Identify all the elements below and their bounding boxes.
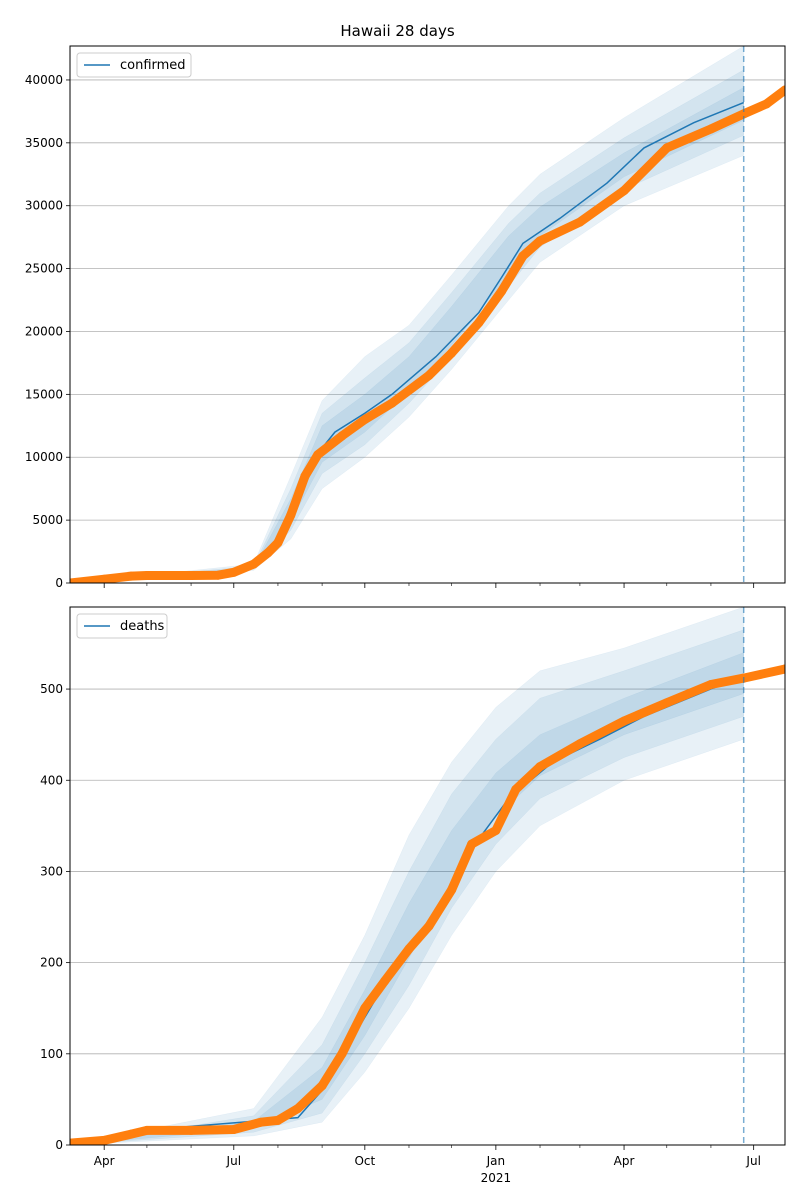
observed-point <box>273 1115 283 1125</box>
observed-point <box>126 1129 136 1139</box>
observed-point <box>360 415 370 424</box>
observed-point <box>447 348 457 358</box>
x-tick-label: Jan <box>486 1154 506 1168</box>
observed-point <box>213 570 223 580</box>
observed-point <box>70 578 75 583</box>
observed-point <box>780 85 785 95</box>
y-tick-label: 20000 <box>25 324 63 338</box>
observed-point <box>300 471 310 481</box>
observed-point <box>337 1049 347 1059</box>
observed-point <box>762 99 771 109</box>
observed-point <box>575 739 585 749</box>
observed-point <box>518 251 528 261</box>
observed-point <box>142 1125 152 1135</box>
observed-point <box>286 510 296 520</box>
plot-area <box>70 46 785 583</box>
plot-area <box>70 607 785 1145</box>
observed-point <box>619 186 629 196</box>
legend: confirmed <box>76 52 192 78</box>
x-year-label: 2021 <box>481 1171 512 1185</box>
observed-point <box>186 1125 196 1135</box>
observed-point <box>99 574 109 583</box>
chart-title: Hawaii 28 days <box>340 22 454 40</box>
observed-point <box>313 450 323 460</box>
y-tick-label: 5000 <box>32 513 63 527</box>
x-tick-label: Oct <box>354 1154 375 1168</box>
observed-point <box>126 571 136 581</box>
y-tick-label: 10000 <box>25 450 63 464</box>
observed-point <box>706 680 716 689</box>
y-tick-label: 0 <box>55 576 63 590</box>
observed-point <box>424 921 434 931</box>
observed-point <box>387 398 397 408</box>
uncertainty-band <box>70 46 744 583</box>
observed-point <box>619 716 629 726</box>
observed-point <box>662 698 672 708</box>
x-tick-label: Apr <box>94 1154 115 1168</box>
y-tick-label: 40000 <box>25 73 63 87</box>
x-tick-label: Jul <box>745 1154 760 1168</box>
uncertainty-band <box>70 629 744 1145</box>
observed-point <box>497 286 507 296</box>
y-tick-label: 30000 <box>25 199 63 213</box>
observed-series <box>70 664 785 1145</box>
y-tick-label: 400 <box>40 773 63 787</box>
observed-point <box>662 143 672 153</box>
y-tick-label: 500 <box>40 682 63 696</box>
legend-label: confirmed <box>120 58 186 73</box>
axes-frame <box>69 606 786 1146</box>
observed-point <box>70 1138 75 1145</box>
y-tick-label: 0 <box>55 1138 63 1152</box>
observed-point <box>256 1117 266 1127</box>
observed-point <box>575 217 585 227</box>
observed-point <box>447 885 457 895</box>
observed-point <box>263 548 273 558</box>
observed-point <box>99 1135 109 1145</box>
axes-frame <box>69 45 786 584</box>
uncertainty-band <box>70 87 744 583</box>
observed-point <box>535 762 545 772</box>
y-tick-label: 35000 <box>25 136 63 150</box>
y-tick-label: 25000 <box>25 262 63 276</box>
observed-point <box>491 825 501 835</box>
deaths-panel: 0 100 200 300 400 500 Apr Jul Oct Jan 2021 Apr Jul de… <box>40 606 786 1185</box>
observed-point <box>360 1003 370 1013</box>
legend-label: deaths <box>120 619 165 634</box>
confirmed-panel: 0 5000 10000 15000 20000 25000 30000 35000 40000… <box>25 45 786 590</box>
observed-point <box>186 571 196 580</box>
y-tick-label: 100 <box>40 1047 63 1061</box>
observed-point <box>380 976 390 986</box>
y-tick-label: 200 <box>40 956 63 970</box>
observed-point <box>511 784 521 794</box>
observed-point <box>780 664 785 674</box>
x-tick-label: Jul <box>226 1154 241 1168</box>
legend: deaths <box>76 613 168 639</box>
observed-point <box>317 1081 327 1091</box>
observed-point <box>293 1104 303 1113</box>
observed-point <box>706 124 716 134</box>
observed-point <box>424 371 434 380</box>
x-tick-label: Apr <box>614 1154 635 1168</box>
observed-point <box>535 236 545 246</box>
observed-point <box>739 109 749 119</box>
y-tick-label: 15000 <box>25 387 63 401</box>
observed-point <box>249 559 259 569</box>
observed-point <box>404 944 414 954</box>
y-tick-label: 300 <box>40 864 63 878</box>
observed-point <box>273 538 283 548</box>
observed-point <box>229 567 239 577</box>
observed-point <box>467 839 477 849</box>
observed-point <box>474 318 484 328</box>
observed-point <box>229 1125 239 1134</box>
observed-point <box>142 571 152 580</box>
observed-point <box>337 431 347 441</box>
